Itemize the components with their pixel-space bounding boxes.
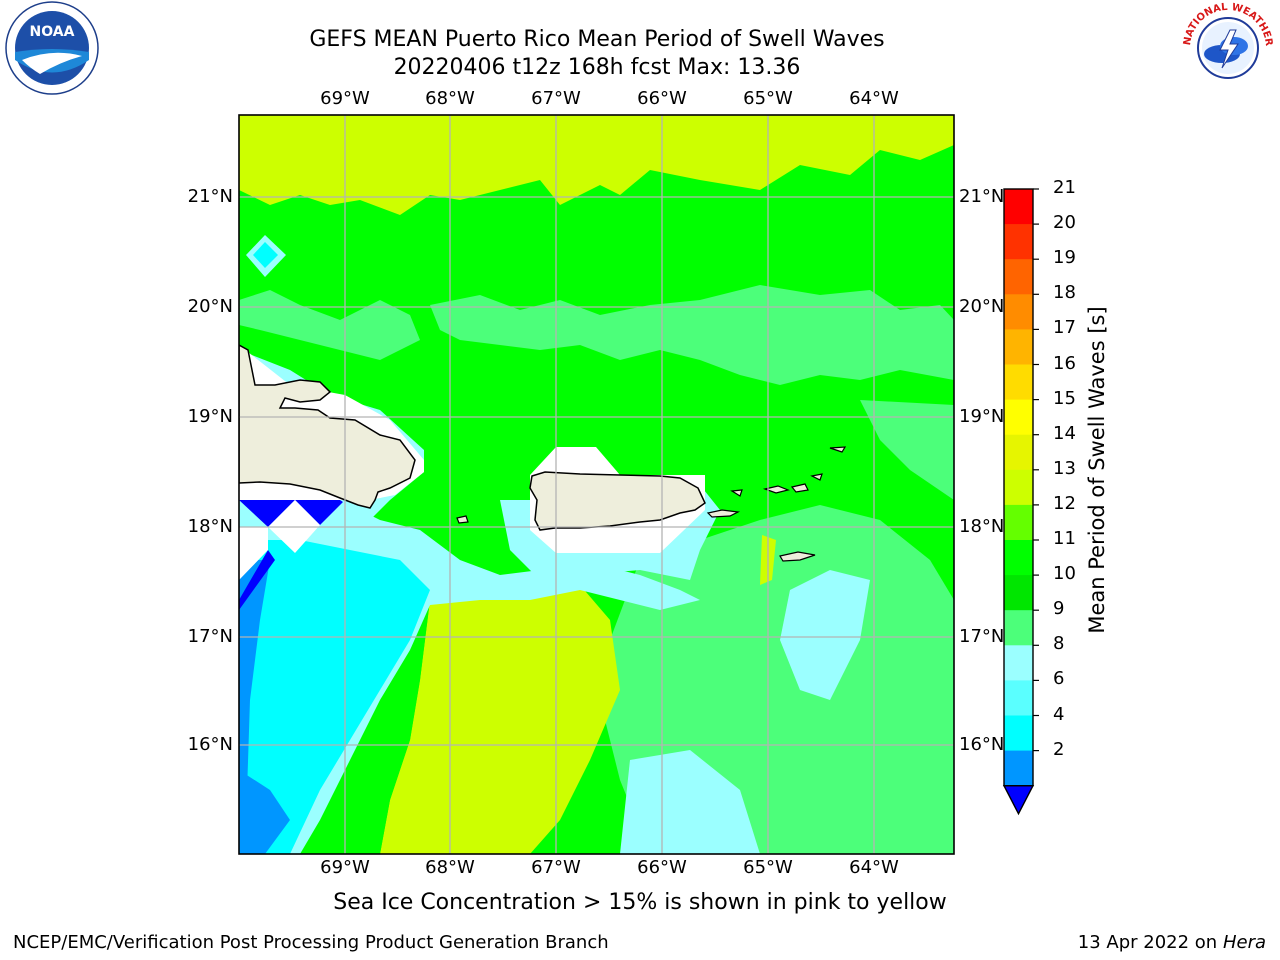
colorbar-band — [1004, 540, 1033, 576]
lon-tick-bottom: 69°W — [320, 857, 370, 878]
field-lime-south — [380, 580, 620, 854]
colorbar-band — [1004, 715, 1033, 752]
colorbar-label: 10 — [1053, 563, 1076, 585]
colorbar-label: 14 — [1053, 422, 1076, 444]
lon-tick-bottom: 67°W — [531, 857, 581, 878]
footer-date: 13 Apr 2022 on Hera — [1078, 932, 1266, 953]
colorbar-label: 17 — [1053, 317, 1076, 339]
lon-tick-top: 69°W — [320, 88, 370, 109]
colorbar-label: 16 — [1053, 352, 1076, 374]
lat-tick-right: 20°N — [959, 296, 1005, 317]
sea-ice-note: Sea Ice Concentration > 15% is shown in … — [333, 890, 947, 915]
colorbar-label: 15 — [1053, 387, 1076, 409]
gridlines — [239, 115, 954, 854]
lon-tick-bottom: 66°W — [637, 857, 687, 878]
colorbar-band — [1004, 259, 1033, 295]
field-lightgreen-3 — [860, 400, 954, 500]
field-palecyan-se — [780, 570, 870, 700]
colorbar-label: 20 — [1053, 212, 1076, 234]
footer-date-text: 13 Apr 2022 on — [1077, 932, 1218, 953]
colorbar-label: 19 — [1053, 247, 1076, 269]
colorbar-label: 6 — [1053, 668, 1065, 690]
land-hispaniola — [239, 344, 416, 509]
lat-tick-left: 16°N — [187, 734, 233, 755]
lon-tick-top: 66°W — [637, 88, 687, 109]
colorbar-label: 11 — [1053, 528, 1076, 549]
lat-tick-left: 20°N — [187, 296, 233, 317]
field-blue-sw2 — [239, 770, 290, 854]
colorbar-band — [1004, 434, 1033, 471]
lat-tick-left: 17°N — [187, 626, 233, 647]
colorbar-band — [1004, 329, 1033, 365]
chart-title: GEFS MEAN Puerto Rico Mean Period of Swe… — [309, 27, 885, 52]
nodata-west — [239, 527, 268, 580]
lon-tick-top: 64°W — [849, 88, 899, 109]
lat-tick-right: 18°N — [959, 516, 1005, 537]
lon-tick-bottom: 64°W — [849, 857, 899, 878]
land-puerto-rico — [529, 471, 706, 531]
colorbar-label: 9 — [1053, 598, 1065, 620]
field-darkblue-w — [239, 550, 275, 610]
colorbar-band — [1004, 750, 1033, 787]
colorbar-label: 21 — [1053, 177, 1076, 198]
lat-tick-right: 19°N — [959, 406, 1005, 427]
lon-tick-bottom: 68°W — [425, 857, 475, 878]
colorbar-label: 13 — [1053, 457, 1076, 479]
colorbar-band — [1004, 399, 1033, 436]
land-virgin-islands — [730, 446, 847, 497]
noaa-logo-text: NOAA — [30, 24, 75, 40]
chart-subtitle: 20220406 t12z 168h fcst Max: 13.36 — [393, 55, 801, 80]
lon-tick-top: 67°W — [531, 88, 581, 109]
field-cyan-diamond — [253, 242, 278, 268]
colorbar-extend-triangle — [1002, 785, 1035, 816]
colorbar-band — [1004, 610, 1033, 646]
map-frame — [238, 114, 955, 855]
colorbar-band — [1004, 294, 1033, 330]
colorbar-band — [1004, 680, 1033, 716]
field-lime-north — [239, 115, 954, 215]
colorbar-frame — [1003, 188, 1034, 787]
field-lightgreen-2 — [430, 285, 954, 385]
field-darkblue-nw — [239, 500, 345, 527]
land-st-croix — [779, 551, 816, 562]
colorbar-label: 4 — [1053, 703, 1065, 725]
nws-logo: NATIONAL WEATHER SERVICE — [1176, 0, 1274, 94]
lon-tick-top: 68°W — [425, 88, 475, 109]
colorbar-band — [1004, 645, 1033, 681]
field-palecyan-south — [620, 750, 760, 854]
land-vieques — [706, 509, 741, 518]
lat-tick-right: 17°N — [959, 626, 1005, 647]
colorbar-band — [1004, 189, 1033, 225]
colorbar-title: Mean Period of Swell Waves [s] — [1085, 306, 1109, 634]
colorbar-label: 12 — [1053, 492, 1076, 514]
colorbar-band — [1004, 469, 1033, 506]
noaa-logo: NOAA — [5, 1, 99, 95]
footer-host: Hera — [1222, 932, 1266, 953]
lat-tick-left: 19°N — [187, 406, 233, 427]
colorbar-band — [1004, 224, 1033, 260]
colorbar-band — [1004, 364, 1033, 401]
colorbar-label: 18 — [1053, 282, 1076, 304]
lat-tick-right: 16°N — [959, 734, 1005, 755]
colorbar-label: 8 — [1053, 633, 1065, 655]
footer-credit: NCEP/EMC/Verification Post Processing Pr… — [13, 932, 609, 953]
land-mona — [456, 515, 469, 524]
lon-tick-top: 65°W — [743, 88, 793, 109]
lat-tick-left: 18°N — [187, 516, 233, 537]
colorbar-label: 2 — [1053, 738, 1065, 760]
colorbar-band — [1004, 504, 1033, 541]
colorbar-band — [1004, 575, 1033, 611]
lat-tick-right: 21°N — [959, 186, 1005, 207]
lon-tick-bottom: 65°W — [743, 857, 793, 878]
field-cyan-sw — [239, 540, 430, 854]
lat-tick-left: 21°N — [187, 186, 233, 207]
